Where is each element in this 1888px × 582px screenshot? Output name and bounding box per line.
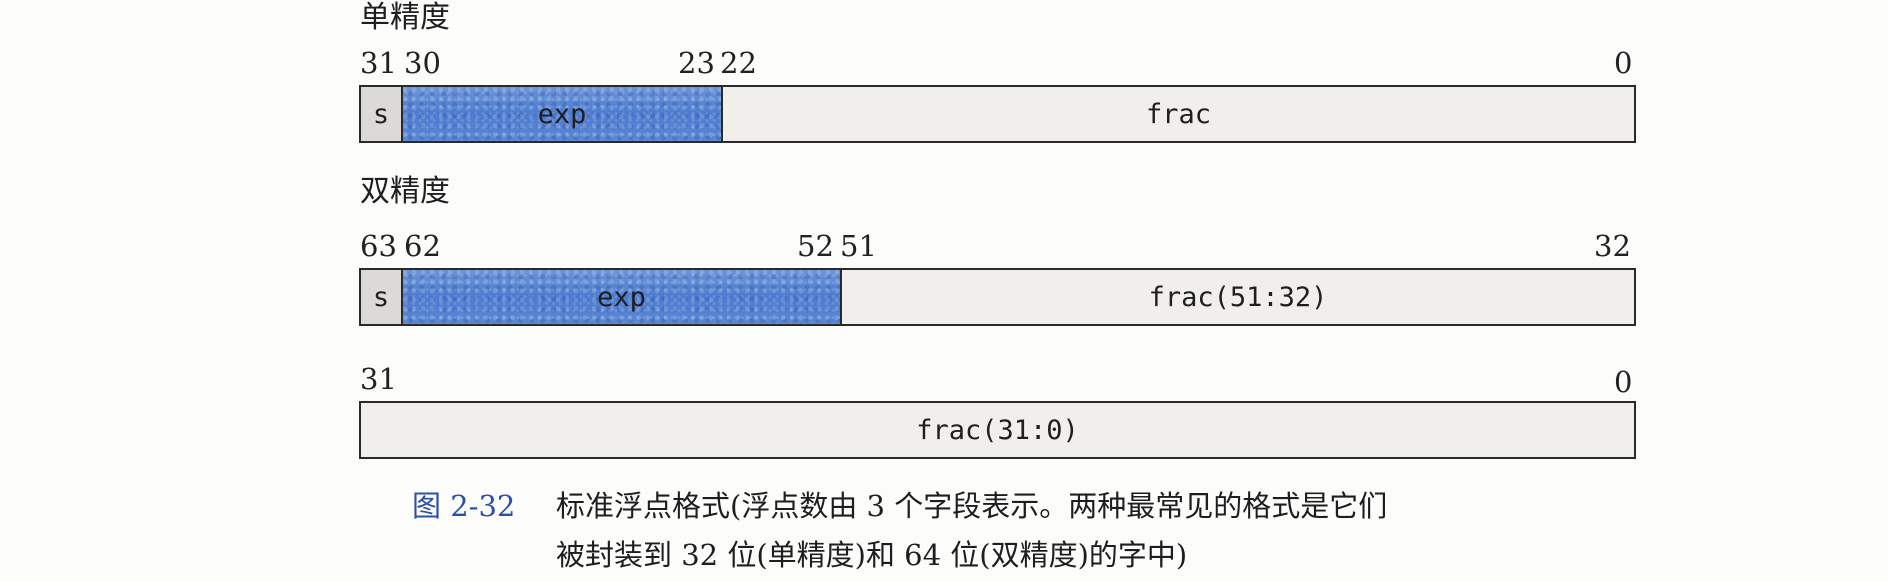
single-bit-30: 30 (404, 46, 441, 80)
double-frac-upper-field: frac(51:32) (840, 270, 1634, 324)
single-exp-field: exp (401, 87, 721, 141)
caption-line-2: 被封装到 32 位(单精度)和 64 位(双精度)的字中) (556, 538, 1188, 572)
double-precision-upper-register: s exp frac(51:32) (359, 268, 1636, 326)
double-precision-title: 双精度 (360, 174, 450, 209)
double-bit-32: 32 (1594, 229, 1631, 263)
figure-number: 图 2-32 (412, 489, 516, 523)
single-bit-23: 23 (678, 46, 715, 80)
double-bit-62: 62 (404, 229, 441, 263)
double-bit-63: 63 (360, 229, 397, 263)
caption-line-1: 标准浮点格式(浮点数由 3 个字段表示。两种最常见的格式是它们 (556, 489, 1388, 523)
single-bit-0: 0 (1614, 46, 1633, 80)
single-precision-title: 单精度 (360, 0, 450, 35)
double-bit-52: 52 (797, 229, 834, 263)
double-lower-bit-31: 31 (360, 362, 397, 396)
single-bit-22: 22 (720, 46, 757, 80)
double-lower-bit-0: 0 (1614, 365, 1633, 399)
double-bit-51: 51 (840, 229, 877, 263)
double-precision-lower-register: frac(31:0) (359, 401, 1636, 459)
double-frac-lower-field: frac(31:0) (361, 403, 1634, 457)
double-sign-field: s (361, 270, 401, 324)
double-exp-field: exp (401, 270, 840, 324)
single-bit-31: 31 (360, 46, 397, 80)
single-sign-field: s (361, 87, 401, 141)
single-precision-register: s exp frac (359, 85, 1636, 143)
single-frac-field: frac (721, 87, 1634, 141)
